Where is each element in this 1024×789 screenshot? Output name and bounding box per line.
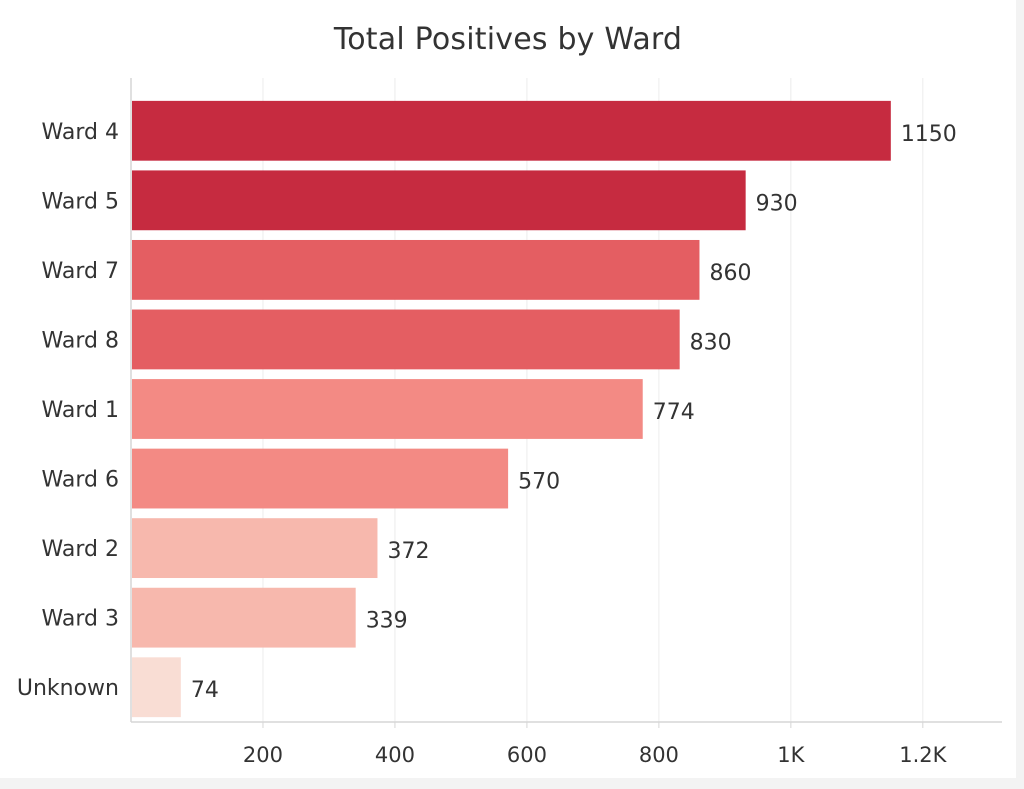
category-label: Ward 6 xyxy=(42,468,119,493)
bar xyxy=(132,379,643,439)
category-label: Ward 8 xyxy=(42,328,119,353)
data-label: 830 xyxy=(690,330,732,355)
category-label: Ward 4 xyxy=(42,120,119,145)
bar xyxy=(132,100,891,161)
category-label: Ward 7 xyxy=(42,259,119,284)
data-label: 74 xyxy=(191,678,219,703)
data-label: 339 xyxy=(366,609,408,634)
chart-title: Total Positives by Ward xyxy=(333,22,683,57)
bar xyxy=(132,518,378,579)
data-label: 570 xyxy=(518,470,560,495)
x-tick-label: 1.2K xyxy=(899,743,947,767)
data-label: 1150 xyxy=(901,122,957,147)
category-label: Ward 5 xyxy=(42,189,119,214)
data-label: 860 xyxy=(709,261,751,286)
x-tick-label: 400 xyxy=(375,743,415,767)
category-label: Ward 3 xyxy=(42,607,119,632)
data-label: 372 xyxy=(387,539,429,564)
chart-card: Total Positives by Ward 200 400 600 800 1K 1.… xyxy=(0,0,1016,778)
bar xyxy=(132,170,746,231)
x-tick-label: 600 xyxy=(507,743,547,767)
x-tick-label: 200 xyxy=(243,743,283,767)
bar xyxy=(132,587,356,648)
data-label: 774 xyxy=(653,400,695,425)
bar xyxy=(132,448,509,509)
bar xyxy=(132,657,181,718)
x-tick-label: 800 xyxy=(639,743,679,767)
x-tick-label: 1K xyxy=(777,743,805,767)
bar xyxy=(132,239,700,300)
category-label: Unknown xyxy=(17,676,119,701)
category-label: Ward 2 xyxy=(42,537,119,562)
bar-chart: 200 400 600 800 1K 1.2K Ward 4 1150 Ward 5 930 War… xyxy=(17,78,1002,767)
bar xyxy=(132,309,680,370)
category-label: Ward 1 xyxy=(42,398,119,423)
data-label: 930 xyxy=(756,191,798,216)
